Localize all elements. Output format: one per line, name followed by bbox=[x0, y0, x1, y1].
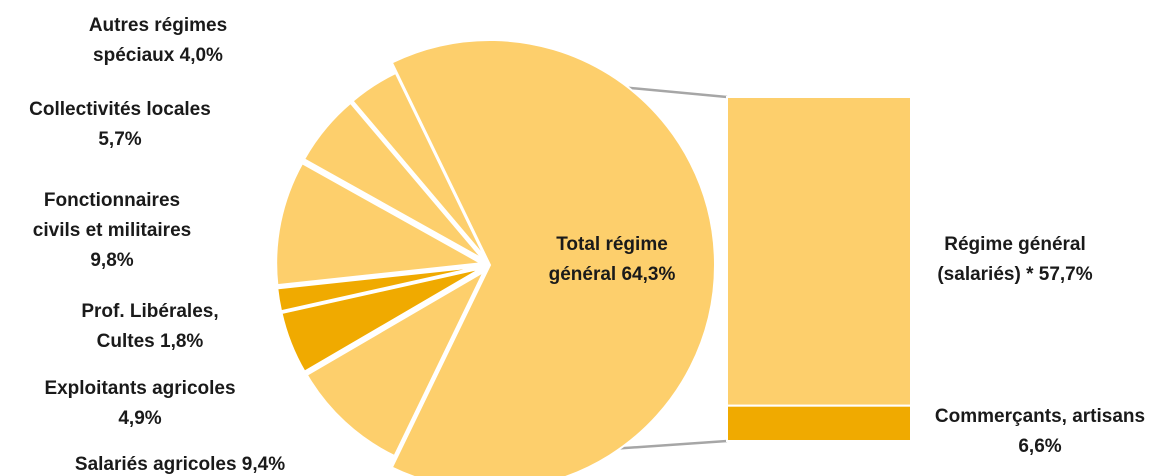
pie-slice-2 bbox=[280, 267, 483, 373]
labels: Total régime général 64,3% Salariés agrico… bbox=[29, 15, 1145, 475]
pie-label-2: Exploitants agricoles 4,9% bbox=[44, 378, 235, 429]
pie-label-6: Autres régimes spéciaux 4,0% bbox=[89, 15, 227, 66]
pie-label-1: Salariés agricoles 9,4% bbox=[75, 454, 285, 475]
pie-slice-5 bbox=[302, 101, 484, 261]
pie-slice-3 bbox=[276, 265, 482, 313]
bar-segment-0 bbox=[726, 96, 912, 407]
pie-slice-0 bbox=[390, 39, 716, 476]
bar-label-0: Régime général (salariés) * 57,7% bbox=[937, 234, 1092, 285]
pie-label-5: Collectivités locales 5,7% bbox=[29, 99, 211, 150]
bar-segment-1 bbox=[726, 404, 912, 443]
pie-slice-6 bbox=[351, 71, 486, 259]
pie-slice-4 bbox=[275, 161, 485, 287]
pie-label-0: Total régime général 64,3% bbox=[549, 234, 676, 285]
pie-label-4: Fonctionnaires civils et militaires 9,8% bbox=[33, 190, 191, 271]
pie-slice-1 bbox=[305, 269, 487, 458]
bar-label-1: Commerçants, artisans 6,6% bbox=[935, 406, 1145, 457]
pie-label-3: Prof. Libérales, Cultes 1,8% bbox=[81, 301, 218, 352]
stacked-bar bbox=[726, 96, 912, 443]
pie bbox=[275, 39, 716, 476]
